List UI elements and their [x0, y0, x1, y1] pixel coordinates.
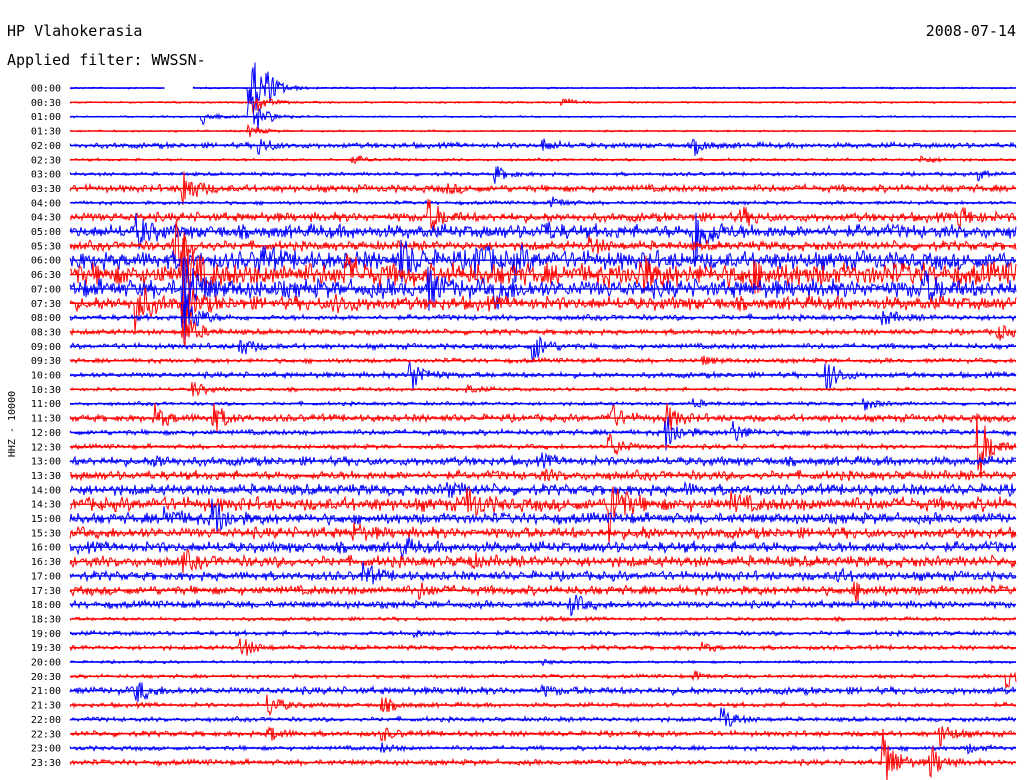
trace-14-30: [69, 486, 1017, 545]
time-tick-label: 15:00: [31, 514, 61, 525]
time-tick-label: 14:00: [31, 485, 61, 496]
time-tick-label: 04:30: [31, 213, 61, 224]
time-tick-label: 02:30: [31, 155, 61, 166]
time-tick-label: 01:00: [31, 112, 61, 123]
time-tick-label: 11:00: [31, 399, 61, 410]
trace-22-30: [69, 725, 1017, 747]
time-tick-label: 05:30: [31, 241, 61, 252]
time-tick-label: 20:30: [31, 672, 61, 683]
trace-07-30: [69, 287, 1017, 333]
time-tick-label: 03:00: [31, 170, 61, 181]
time-tick-label: 00:30: [31, 98, 61, 109]
time-tick-label: 05:00: [31, 227, 61, 238]
date-label: 2008-07-14: [926, 22, 1016, 40]
time-tick-label: 19:00: [31, 629, 61, 640]
time-tick-label: 20:00: [31, 658, 61, 669]
time-tick-label: 04:00: [31, 198, 61, 209]
trace-03-00: [69, 166, 1017, 184]
time-tick-label: 08:00: [31, 313, 61, 324]
time-tick-label: 16:00: [31, 543, 61, 554]
time-tick-label: 13:00: [31, 457, 61, 468]
trace-06-00: [69, 239, 1017, 284]
time-tick-label: 10:00: [31, 371, 61, 382]
time-tick-label: 22:30: [31, 729, 61, 740]
time-tick-label: 11:30: [31, 414, 61, 425]
time-tick-label: 23:30: [31, 758, 61, 769]
time-tick-label: 16:30: [31, 557, 61, 568]
time-tick-label: 12:00: [31, 428, 61, 439]
tick-labels: 00:00 00:30 01:00 01:30 02:00 02:30 03:00 03:30…: [31, 84, 61, 769]
time-tick-label: 21:30: [31, 701, 61, 712]
y-axis-label: HHZ - 10000: [7, 391, 18, 457]
trace-10-00: [69, 361, 1017, 391]
trace-09-00: [69, 335, 1017, 363]
seismic-traces: [69, 62, 1017, 780]
trace-22-00: [69, 707, 1017, 727]
time-tick-label: 03:30: [31, 184, 61, 195]
trace-11-00: [70, 398, 1017, 411]
time-tick-label: 21:00: [31, 686, 61, 697]
trace-21-30: [69, 694, 1017, 717]
filter-label: Applied filter: WWSSN-: [7, 51, 206, 69]
trace-07-00: [69, 257, 1017, 325]
time-tick-label: 10:30: [31, 385, 61, 396]
time-tick-label: 06:30: [31, 270, 61, 281]
trace-17-30: [69, 581, 1017, 603]
trace-04-00: [69, 196, 1016, 208]
time-tick-label: 02:00: [31, 141, 61, 152]
time-tick-label: 06:00: [31, 256, 61, 267]
time-tick-label: 18:30: [31, 614, 61, 625]
time-tick-label: 08:30: [31, 327, 61, 338]
trace-21-00: [69, 681, 1017, 702]
time-tick-label: 09:30: [31, 356, 61, 367]
time-tick-label: 00:00: [31, 84, 61, 95]
trace-14-00: [69, 480, 1017, 499]
trace-01-00: [69, 90, 1017, 132]
trace-00-30: [69, 97, 1017, 114]
time-tick-label: 07:30: [31, 299, 61, 310]
station-title: HP Vlahokerasia: [7, 22, 142, 40]
time-tick-label: 18:00: [31, 600, 61, 611]
trace-17-00: [69, 561, 1017, 585]
time-tick-label: 17:30: [31, 586, 61, 597]
time-tick-label: 12:30: [31, 442, 61, 453]
time-tick-label: 01:30: [31, 127, 61, 138]
time-tick-label: 09:00: [31, 342, 61, 353]
time-tick-label: 13:30: [31, 471, 61, 482]
time-tick-label: 07:00: [31, 284, 61, 295]
time-tick-label: 22:00: [31, 715, 61, 726]
trace-11-30: [69, 402, 1017, 432]
time-tick-label: 14:30: [31, 500, 61, 511]
time-tick-label: 23:00: [31, 744, 61, 755]
trace-02-00: [69, 138, 1017, 156]
trace-20-30: [69, 670, 1017, 689]
trace-15-30: [69, 522, 1017, 542]
trace-23-00: [69, 742, 1017, 755]
trace-06-30: [69, 232, 1017, 319]
trace-18-00: [69, 594, 1017, 617]
time-tick-label: 15:30: [31, 528, 61, 539]
time-tick-label: 19:30: [31, 643, 61, 654]
time-tick-label: 17:00: [31, 571, 61, 582]
